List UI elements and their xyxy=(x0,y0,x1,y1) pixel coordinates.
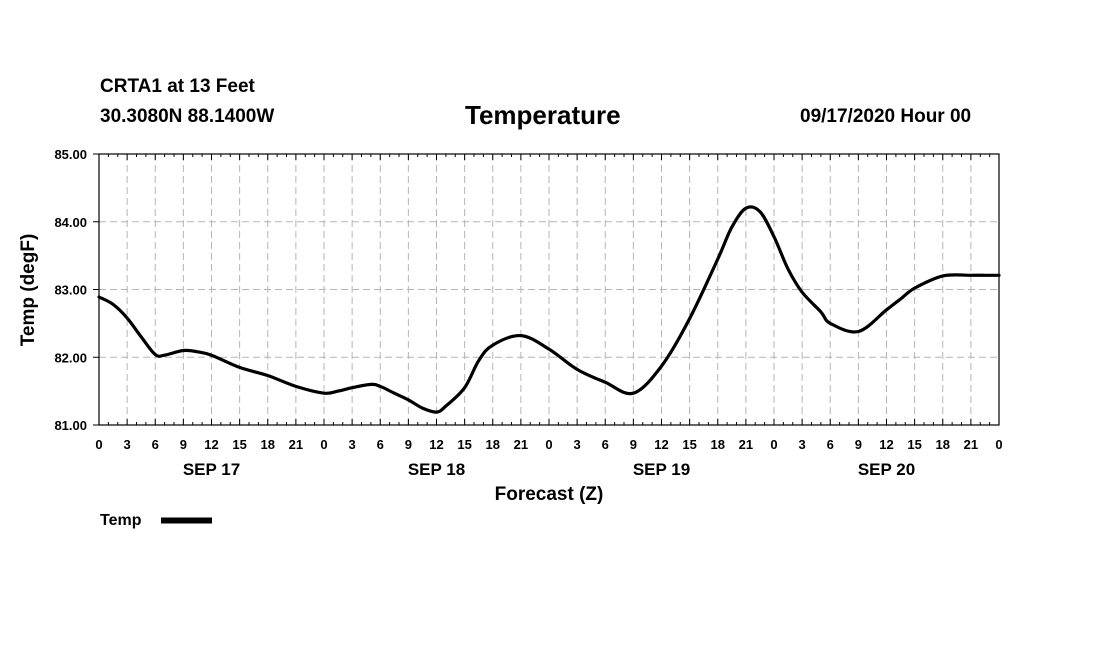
y-tick-label: 84.00 xyxy=(54,215,87,230)
x-tick-label: 12 xyxy=(654,437,668,452)
x-tick-label: 3 xyxy=(124,437,131,452)
x-tick-label: 15 xyxy=(457,437,471,452)
forecast-timestamp: 09/17/2020 Hour 00 xyxy=(800,106,972,127)
x-tick-label: 18 xyxy=(936,437,950,452)
day-labels: SEP 17 SEP 18 SEP 19 SEP 20 xyxy=(183,460,915,479)
x-tick-label: 15 xyxy=(682,437,696,452)
x-tick-label: 9 xyxy=(405,437,412,452)
x-tick-label: 21 xyxy=(739,437,753,452)
day-label: SEP 17 xyxy=(183,460,240,479)
x-tick-label: 3 xyxy=(799,437,806,452)
x-tick-label: 15 xyxy=(232,437,246,452)
y-tick-label: 82.00 xyxy=(54,350,87,365)
x-tick-label: 21 xyxy=(964,437,978,452)
x-tick-labels: 0 3 6 9 12 15 18 21 0 3 6 9 12 15 18 21 0 3 6 9 12 15 18 21 0 3 6 9… xyxy=(95,437,1002,452)
x-tick-label: 3 xyxy=(349,437,356,452)
x-tick-label: 12 xyxy=(429,437,443,452)
x-tick-label: 21 xyxy=(514,437,528,452)
legend-label: Temp xyxy=(100,512,142,529)
x-tick-label: 0 xyxy=(995,437,1002,452)
legend: Temp xyxy=(100,512,212,529)
y-tick-label: 83.00 xyxy=(54,283,87,298)
y-tick-labels: 81.00 82.00 83.00 84.00 85.00 xyxy=(54,147,87,433)
x-tick-label: 21 xyxy=(289,437,303,452)
x-tick-label: 18 xyxy=(486,437,500,452)
x-tick-label: 18 xyxy=(261,437,275,452)
x-tick-label: 0 xyxy=(95,437,102,452)
x-tick-label: 9 xyxy=(855,437,862,452)
x-tick-label: 12 xyxy=(204,437,218,452)
day-label: SEP 19 xyxy=(633,460,690,479)
day-label: SEP 18 xyxy=(408,460,465,479)
grid-lines xyxy=(99,154,999,425)
x-tick-label: 12 xyxy=(879,437,893,452)
x-tick-label: 6 xyxy=(827,437,834,452)
x-tick-label: 0 xyxy=(545,437,552,452)
day-label: SEP 20 xyxy=(858,460,915,479)
x-tick-label: 6 xyxy=(152,437,159,452)
x-tick-label: 15 xyxy=(907,437,921,452)
y-tick-label: 85.00 xyxy=(54,147,87,162)
station-coordinates: 30.3080N 88.1400W xyxy=(100,106,275,127)
x-tick-label: 6 xyxy=(602,437,609,452)
x-tick-label: 9 xyxy=(180,437,187,452)
x-tick-label: 9 xyxy=(630,437,637,452)
series-line-temp xyxy=(97,205,1001,414)
axis-ticks xyxy=(93,153,1000,426)
station-label: CRTA1 at 13 Feet xyxy=(100,76,255,97)
x-tick-label: 6 xyxy=(377,437,384,452)
chart-title: Temperature xyxy=(465,100,621,130)
x-tick-label: 0 xyxy=(770,437,777,452)
x-axis-label: Forecast (Z) xyxy=(495,484,604,505)
x-tick-label: 3 xyxy=(574,437,581,452)
x-tick-label: 18 xyxy=(711,437,725,452)
x-tick-label: 0 xyxy=(320,437,327,452)
y-axis-label: Temp (degF) xyxy=(18,234,39,347)
y-tick-label: 81.00 xyxy=(54,418,87,433)
